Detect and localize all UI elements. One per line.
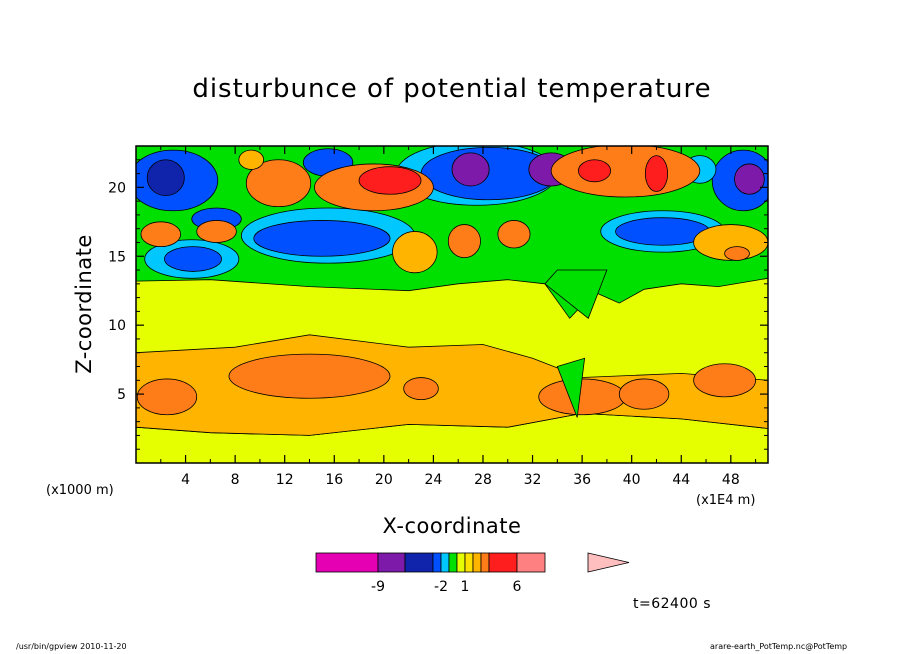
field-contour-39 (693, 224, 768, 261)
field-contour-30 (245, 159, 312, 208)
field-contour-16 (146, 159, 185, 197)
field-contour-41 (238, 149, 265, 170)
x-tick-label: 8 (231, 472, 240, 488)
colorbar-label: 6 (513, 579, 522, 595)
colorbar-label: -2 (434, 579, 448, 595)
x-unit-right: (x1E4 m) (696, 493, 756, 508)
y-tick-label: 10 (108, 318, 126, 334)
plot-frame (135, 145, 769, 464)
field-contour-3 (136, 378, 198, 416)
footer-right: arare-earth_PotTemp.nc@PotTemp (710, 642, 848, 651)
chart-title: disturbunce of potential temperature (192, 74, 712, 104)
y-tick-label: 20 (108, 180, 126, 196)
field-contour-34 (447, 224, 481, 259)
colorbar-label: -9 (371, 579, 385, 595)
colorbar-bin (488, 552, 518, 573)
field-contour-37 (578, 159, 612, 183)
colorbar-bin (464, 552, 474, 573)
field-contour-4 (403, 377, 439, 400)
field-contour-29 (358, 166, 422, 195)
field-contour-9 (544, 269, 608, 319)
colorbar-label: 1 (461, 579, 470, 595)
field-contour-40 (724, 246, 750, 261)
x-tick-label: 40 (623, 472, 641, 488)
field-contour-5 (538, 378, 626, 416)
x-tick-label: 16 (325, 472, 343, 488)
x-tick-label: 20 (375, 472, 393, 488)
colorbar-bin (480, 552, 490, 573)
x-tick-label: 44 (672, 472, 690, 488)
colorbar-bin (440, 552, 450, 573)
field-contour-6 (618, 378, 670, 410)
field-contour-2 (228, 353, 391, 399)
field-contour-35 (497, 220, 531, 249)
field-contour-38 (644, 155, 669, 192)
field-contour-12 (164, 246, 222, 272)
y-tick-label: 5 (117, 387, 126, 403)
colorbar-bin (472, 552, 482, 573)
colorbar-bin (516, 552, 546, 573)
field-contour-10 (556, 357, 586, 418)
x-tick-label: 4 (181, 472, 190, 488)
colorbar-bin (315, 552, 379, 573)
y-tick-label: 15 (108, 249, 126, 265)
x-tick-label: 24 (424, 472, 442, 488)
field-contour-31 (140, 221, 182, 248)
footer-left: /usr/bin/gpview 2010-11-20 (16, 642, 127, 651)
colorbar-extension (587, 552, 630, 573)
field-contour-21 (451, 152, 490, 187)
field-contour-36 (550, 146, 701, 198)
x-unit-left: (x1000 m) (46, 483, 114, 498)
x-tick-label: 32 (524, 472, 542, 488)
time-label: t=62400 s (633, 596, 711, 612)
field-contour-7 (693, 363, 757, 398)
colorbar-bin (432, 552, 442, 573)
y-axis-label: Z-coordinate (72, 234, 96, 374)
x-tick-label: 48 (722, 472, 740, 488)
x-tick-label: 28 (474, 472, 492, 488)
colorbar-bin (377, 552, 406, 573)
x-axis-label: X-coordinate (382, 514, 522, 538)
field-layer (136, 146, 768, 463)
field-contour-14 (253, 220, 391, 257)
field-contour-32 (196, 220, 237, 243)
field-contour-26 (734, 163, 765, 195)
x-tick-label: 36 (573, 472, 591, 488)
field-contour-33 (392, 231, 438, 274)
colorbar-bin (404, 552, 434, 573)
colorbar-bin (456, 552, 466, 573)
x-tick-label: 12 (276, 472, 294, 488)
colorbar-bin (448, 552, 458, 573)
